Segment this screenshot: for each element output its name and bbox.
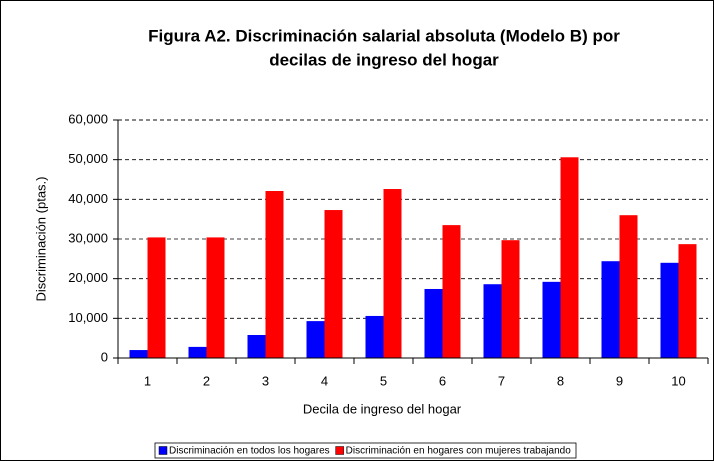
x-tick-label: 2	[203, 373, 210, 388]
y-tick-label: 10,000	[68, 310, 108, 325]
x-tick-label: 6	[439, 373, 446, 388]
x-tick-label: 7	[498, 373, 505, 388]
y-tick-label: 60,000	[68, 111, 108, 126]
legend-box	[154, 442, 577, 459]
bar	[247, 334, 266, 358]
y-axis-title: Discriminación (ptas.)	[33, 177, 48, 302]
bar	[483, 284, 502, 358]
chart-title: Figura A2. Discriminación salarial absol…	[148, 26, 620, 45]
bar	[265, 191, 284, 358]
bar	[619, 215, 638, 358]
x-tick-label: 8	[557, 373, 564, 388]
bar	[147, 237, 166, 358]
legend-label: Discriminación en todos los hogares	[169, 446, 330, 457]
bar	[442, 225, 461, 358]
bar	[306, 321, 325, 358]
bar	[129, 350, 148, 358]
bar	[601, 261, 620, 358]
y-tick-label: 20,000	[68, 270, 108, 285]
bar	[206, 237, 225, 358]
bar	[501, 240, 520, 358]
bar	[324, 210, 343, 358]
x-axis-title: Decila de ingreso del hogar	[303, 401, 462, 416]
bar	[560, 157, 579, 358]
x-tick-label: 4	[321, 373, 328, 388]
y-tick-label: 0	[101, 349, 108, 364]
legend-swatch	[335, 446, 344, 455]
x-tick-label: 10	[671, 373, 685, 388]
legend-label: Discriminación en hogares con mujeres tr…	[346, 446, 572, 457]
chart-title: decilas de ingreso del hogar	[269, 50, 499, 69]
x-tick-label: 5	[380, 373, 387, 388]
y-tick-label: 40,000	[68, 191, 108, 206]
x-tick-label: 1	[144, 373, 151, 388]
x-tick-label: 3	[262, 373, 269, 388]
bar	[660, 262, 679, 358]
y-tick-label: 30,000	[68, 230, 108, 245]
x-tick-label: 9	[616, 373, 623, 388]
bar	[383, 189, 402, 358]
bar	[365, 315, 384, 358]
y-tick-label: 50,000	[68, 151, 108, 166]
bar	[678, 244, 697, 358]
legend-swatch	[158, 446, 168, 455]
bar	[188, 346, 207, 358]
bar	[424, 288, 443, 358]
bar	[542, 281, 561, 358]
